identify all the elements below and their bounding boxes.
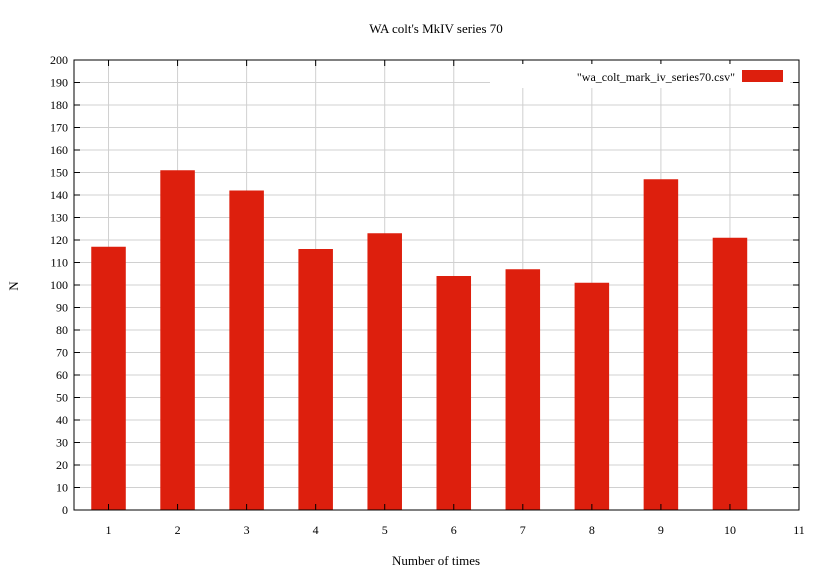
tick-labels: 0102030405060708090100110120130140150160… bbox=[50, 53, 805, 537]
y-tick-label: 0 bbox=[62, 503, 68, 517]
bar bbox=[91, 246, 126, 510]
y-tick-label: 200 bbox=[50, 53, 68, 67]
y-tick-label: 60 bbox=[56, 368, 68, 382]
y-tick-label: 20 bbox=[56, 458, 68, 472]
x-tick-label: 11 bbox=[793, 523, 805, 537]
y-tick-label: 180 bbox=[50, 98, 68, 112]
legend-swatch bbox=[742, 70, 783, 82]
y-tick-label: 90 bbox=[56, 301, 68, 315]
bar bbox=[505, 269, 541, 510]
y-tick-label: 160 bbox=[50, 143, 68, 157]
legend-label: "wa_colt_mark_iv_series70.csv" bbox=[577, 70, 735, 84]
y-tick-label: 100 bbox=[50, 278, 68, 292]
y-tick-label: 110 bbox=[50, 256, 68, 270]
bar bbox=[298, 249, 333, 510]
y-tick-label: 10 bbox=[56, 481, 68, 495]
x-tick-label: 1 bbox=[106, 523, 112, 537]
y-tick-label: 140 bbox=[50, 188, 68, 202]
y-tick-label: 80 bbox=[56, 323, 68, 337]
y-tick-label: 170 bbox=[50, 121, 68, 135]
y-tick-label: 130 bbox=[50, 211, 68, 225]
bar bbox=[229, 190, 264, 510]
x-tick-label: 6 bbox=[451, 523, 457, 537]
y-tick-label: 190 bbox=[50, 76, 68, 90]
x-tick-label: 2 bbox=[175, 523, 181, 537]
x-tick-label: 9 bbox=[658, 523, 664, 537]
y-tick-label: 70 bbox=[56, 346, 68, 360]
bars bbox=[91, 170, 748, 510]
y-tick-label: 120 bbox=[50, 233, 68, 247]
legend-background bbox=[490, 64, 790, 88]
x-tick-label: 7 bbox=[520, 523, 526, 537]
x-tick-label: 5 bbox=[382, 523, 388, 537]
y-tick-label: 50 bbox=[56, 391, 68, 405]
bar bbox=[436, 276, 472, 510]
x-axis-label: Number of times bbox=[392, 553, 480, 568]
y-tick-label: 30 bbox=[56, 436, 68, 450]
bar bbox=[712, 237, 748, 510]
bar bbox=[643, 179, 679, 510]
bar bbox=[367, 233, 402, 510]
chart-title: WA colt's MkIV series 70 bbox=[369, 21, 503, 36]
x-tick-label: 4 bbox=[313, 523, 319, 537]
bar bbox=[574, 282, 610, 510]
y-tick-label: 150 bbox=[50, 166, 68, 180]
plot-frame bbox=[73, 59, 800, 511]
y-tick-label: 40 bbox=[56, 413, 68, 427]
y-axis-label: N bbox=[6, 281, 21, 291]
legend: "wa_colt_mark_iv_series70.csv" bbox=[490, 64, 790, 88]
x-tick-label: 10 bbox=[724, 523, 736, 537]
axes bbox=[73, 59, 800, 511]
bar bbox=[160, 170, 195, 510]
x-tick-label: 3 bbox=[244, 523, 250, 537]
x-tick-label: 8 bbox=[589, 523, 595, 537]
